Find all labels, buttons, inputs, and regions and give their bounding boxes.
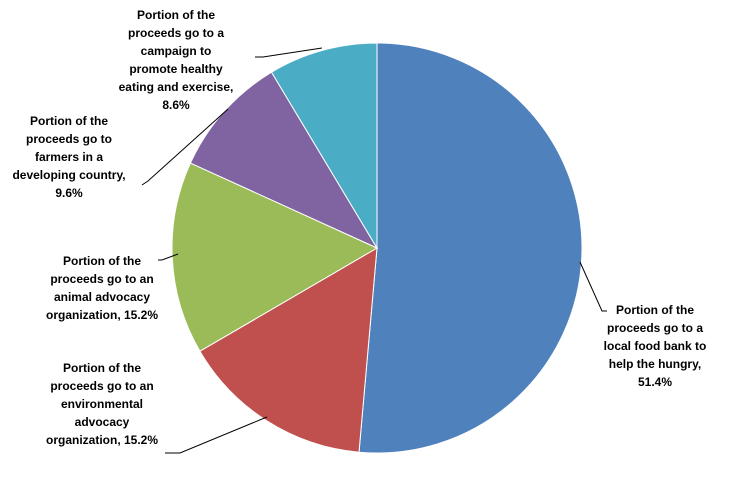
pie-slice-5 — [270, 42, 378, 250]
pie-slices — [171, 42, 583, 454]
pie-slice-1 — [358, 42, 583, 454]
leader-line-2 — [165, 416, 268, 454]
data-labels: Portion of the proceeds go to a local food… — [12, 8, 706, 447]
pie-slice-4 — [189, 71, 379, 250]
leader-lines — [141, 47, 607, 454]
pie-slice-3 — [171, 162, 379, 352]
leader-line-1 — [579, 261, 607, 312]
pie-slice-2 — [199, 247, 378, 453]
data-label-1: Portion of the proceeds go to a local food… — [604, 303, 707, 389]
data-label-2: Portion of the proceeds go to an environme… — [46, 361, 158, 447]
leader-line-3 — [158, 253, 179, 261]
data-label-5: Portion of the proceeds go to a campaign t… — [119, 8, 234, 112]
data-label-4: Portion of the proceeds go to farmers in a… — [12, 114, 125, 200]
leader-line-4 — [141, 108, 229, 186]
data-label-3: Portion of the proceeds go to an animal ad… — [46, 254, 158, 322]
leader-line-5 — [255, 47, 323, 58]
